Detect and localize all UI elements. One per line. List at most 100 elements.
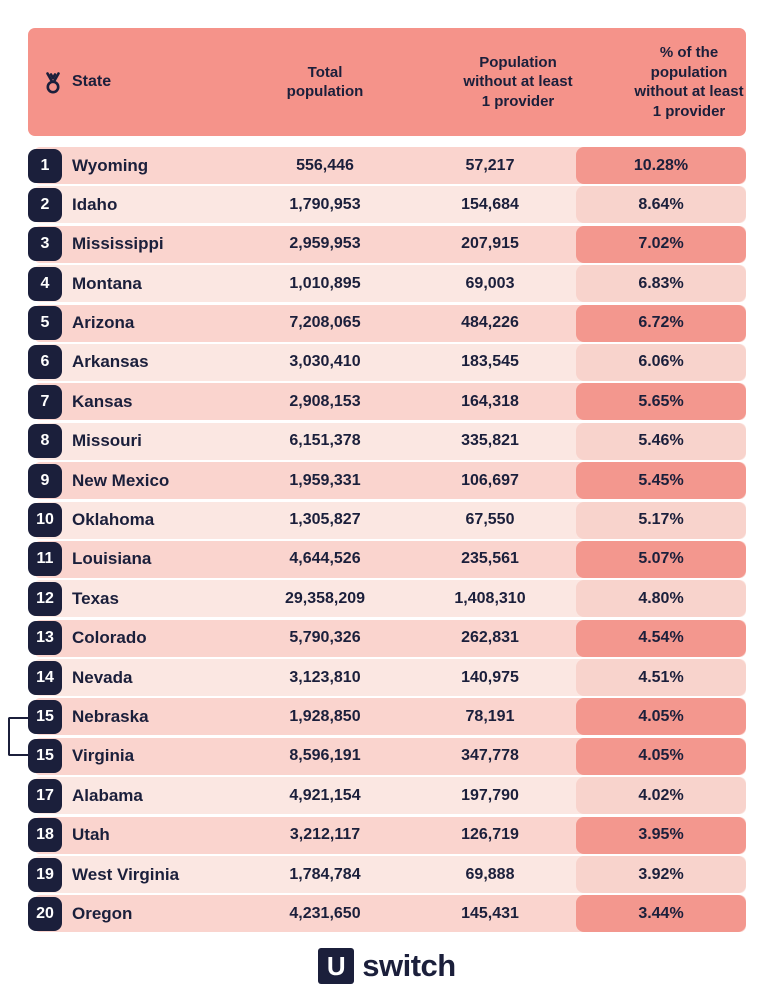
rank-badge: 2	[28, 187, 62, 222]
rank-badge: 20	[28, 896, 62, 931]
rank-badge: 19	[28, 857, 62, 892]
percent-without-provider: 3.95%	[576, 816, 746, 854]
rank-badge: 11	[28, 542, 62, 577]
state-name: Missouri	[72, 431, 142, 451]
state-name: Texas	[72, 588, 119, 608]
state-name: Alabama	[72, 785, 143, 805]
rank-number: 6	[40, 353, 50, 371]
uswitch-logo-text: switch	[362, 948, 456, 983]
state-name: Virginia	[72, 746, 135, 766]
total-population: 1,010,895	[289, 274, 361, 292]
rank-badge: 10	[28, 503, 62, 538]
percent-without-provider: 5.45%	[576, 462, 746, 500]
percent-without-provider: 3.44%	[576, 895, 746, 933]
table-row: 15 Virginia 8,596,191 347,778 4.05%	[28, 737, 746, 775]
table-row: 15 Nebraska 1,928,850 78,191 4.05%	[28, 698, 746, 736]
population-without-provider: 140,975	[461, 668, 519, 686]
state-name: Kansas	[72, 391, 133, 411]
population-without-provider: 145,431	[461, 904, 519, 922]
percent-without-provider: 6.83%	[576, 265, 746, 303]
rank-badge: 5	[28, 306, 62, 341]
total-population: 3,123,810	[289, 668, 361, 686]
percent-without-provider: 5.46%	[576, 422, 746, 460]
percent-without-provider: 8.64%	[576, 186, 746, 224]
population-without-provider: 207,915	[461, 235, 519, 253]
population-without-provider: 78,191	[465, 707, 515, 725]
rank-number: 15	[36, 747, 54, 765]
state-name: Arkansas	[72, 352, 149, 372]
table-row: 14 Nevada 3,123,810 140,975 4.51%	[28, 659, 746, 697]
total-population: 1,959,331	[289, 471, 361, 489]
population-without-provider: 484,226	[461, 314, 519, 332]
total-population: 3,030,410	[289, 353, 361, 371]
state-name: Wyoming	[72, 155, 149, 175]
table-row: 5 Arizona 7,208,065 484,226 6.72%	[28, 304, 746, 342]
total-population: 6,151,378	[289, 432, 361, 450]
percent-without-provider: 4.54%	[576, 619, 746, 657]
column-header-percent-without: % of the population without at least 1 p…	[634, 44, 744, 120]
state-name: Colorado	[72, 628, 147, 648]
rank-number: 11	[36, 550, 54, 568]
population-without-provider: 106,697	[461, 471, 519, 489]
rank-number: 17	[36, 786, 54, 804]
percent-without-provider: 7.02%	[576, 225, 746, 263]
total-population: 8,596,191	[289, 747, 361, 765]
total-population: 7,208,065	[289, 314, 361, 332]
rank-number: 14	[36, 668, 54, 686]
table-row: 12 Texas 29,358,209 1,408,310 4.80%	[28, 580, 746, 618]
column-header-population-without: Population without at least 1 provider	[463, 53, 573, 110]
population-without-provider: 164,318	[461, 392, 519, 410]
table-row: 19 West Virginia 1,784,784 69,888 3.92%	[28, 856, 746, 894]
percent-without-provider: 4.05%	[576, 737, 746, 775]
percent-without-provider: 3.92%	[576, 856, 746, 894]
rank-badge: 4	[28, 266, 62, 301]
rank-badge: 6	[28, 345, 62, 380]
rank-badge: 17	[28, 778, 62, 813]
rank-number: 15	[36, 707, 54, 725]
rank-number: 12	[36, 589, 54, 607]
tie-bracket	[8, 716, 28, 757]
percent-without-provider: 5.65%	[576, 383, 746, 421]
table-row: 13 Colorado 5,790,326 262,831 4.54%	[28, 619, 746, 657]
rank-badge: 8	[28, 424, 62, 459]
state-name: Oklahoma	[72, 510, 155, 530]
state-name: West Virginia	[72, 864, 180, 884]
rank-number: 3	[40, 235, 50, 253]
rank-badge: 3	[28, 227, 62, 262]
population-without-provider: 335,821	[461, 432, 519, 450]
rank-badge: 15	[28, 699, 62, 734]
state-name: Mississippi	[72, 234, 164, 254]
rank-number: 2	[40, 195, 50, 213]
table-row: 6 Arkansas 3,030,410 183,545 6.06%	[28, 343, 746, 381]
rank-number: 13	[36, 629, 54, 647]
percent-without-provider: 6.06%	[576, 343, 746, 381]
state-name: Nebraska	[72, 706, 149, 726]
population-without-provider: 67,550	[465, 511, 515, 529]
rank-number: 10	[36, 511, 54, 529]
rank-number: 1	[40, 156, 50, 174]
table-row: 1 Wyoming 556,446 57,217 10.28%	[28, 147, 746, 184]
population-without-provider: 183,545	[461, 353, 519, 371]
percent-without-provider: 6.72%	[576, 304, 746, 342]
medal-icon	[40, 70, 66, 96]
rank-badge: 13	[28, 621, 62, 656]
table-row: 20 Oregon 4,231,650 145,431 3.44%	[28, 895, 746, 933]
population-without-provider: 235,561	[461, 550, 519, 568]
table-row: 4 Montana 1,010,895 69,003 6.83%	[28, 265, 746, 303]
rank-badge: 7	[28, 384, 62, 419]
population-without-provider: 1,408,310	[454, 589, 526, 607]
population-without-provider: 154,684	[461, 195, 519, 213]
uswitch-logo-u: U	[326, 950, 346, 981]
percent-without-provider: 10.28%	[576, 147, 746, 184]
percent-without-provider: 4.05%	[576, 698, 746, 736]
column-header-state: State	[72, 73, 112, 90]
percent-without-provider: 5.17%	[576, 501, 746, 539]
rank-badge: 12	[28, 581, 62, 616]
total-population: 3,212,117	[289, 826, 361, 844]
state-name: Arizona	[72, 313, 135, 333]
total-population: 29,358,209	[284, 589, 366, 607]
total-population: 5,790,326	[289, 629, 361, 647]
state-name: Nevada	[72, 667, 133, 687]
population-without-provider: 347,778	[461, 747, 519, 765]
